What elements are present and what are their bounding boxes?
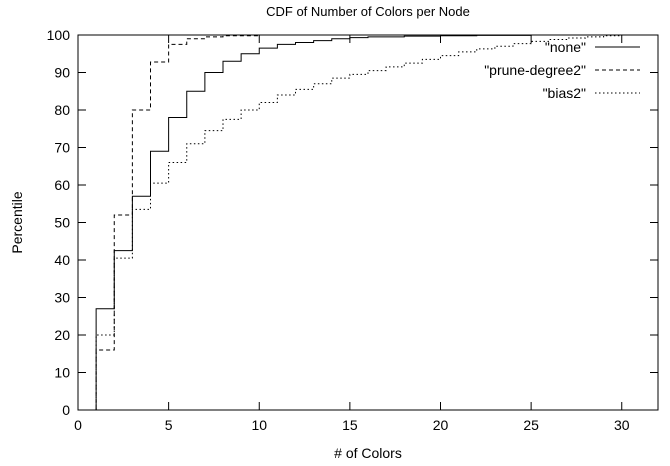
y-tick-label: 20 (54, 327, 70, 343)
legend: "none" "prune-degree2" "bias2" (484, 39, 640, 101)
x-tick-label: 0 (74, 417, 82, 433)
legend-label: "bias2" (543, 85, 586, 101)
legend-label: "none" (545, 39, 586, 55)
x-axis-title: # of Colors (334, 445, 402, 461)
y-tick-label: 50 (54, 215, 70, 231)
series-line-0 (95, 34, 658, 410)
y-tick-label: 0 (62, 402, 70, 418)
series-line-1 (95, 34, 658, 410)
y-tick-label: 80 (54, 102, 70, 118)
series-group (95, 34, 658, 410)
x-axis: 0 5 10 15 20 25 30 (74, 35, 630, 433)
y-tick-label: 100 (47, 27, 71, 43)
y-tick-label: 30 (54, 290, 70, 306)
y-axis: 0 10 20 30 40 50 60 70 80 90 100 (47, 27, 658, 418)
chart-title: CDF of Number of Colors per Node (266, 4, 470, 19)
y-tick-label: 40 (54, 252, 70, 268)
x-tick-label: 20 (433, 417, 449, 433)
x-tick-label: 10 (251, 417, 267, 433)
y-tick-label: 10 (54, 365, 70, 381)
y-tick-label: 70 (54, 140, 70, 156)
x-tick-label: 30 (614, 417, 630, 433)
legend-label: "prune-degree2" (484, 62, 586, 78)
y-axis-title: Percentile (9, 191, 25, 253)
x-tick-label: 15 (342, 417, 358, 433)
x-tick-label: 5 (165, 417, 173, 433)
y-tick-label: 90 (54, 65, 70, 81)
x-tick-label: 25 (523, 417, 539, 433)
y-tick-label: 60 (54, 177, 70, 193)
